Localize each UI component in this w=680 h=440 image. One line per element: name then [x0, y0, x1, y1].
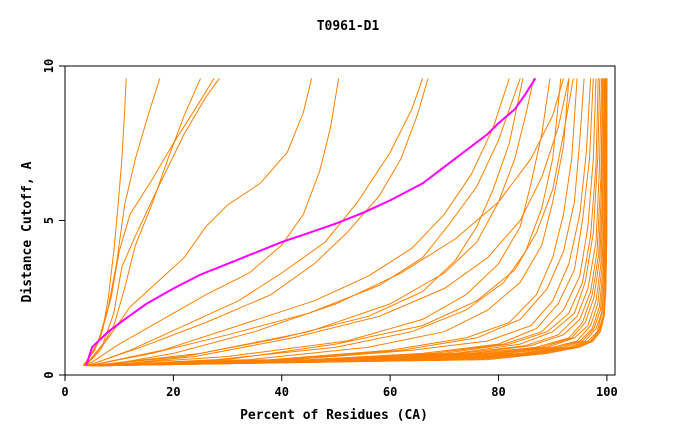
y-tick-label: 0	[42, 371, 56, 378]
highlight-series-line	[85, 77, 537, 367]
series-line-22	[94, 78, 599, 367]
x-tick-label: 80	[491, 385, 505, 399]
x-tick-label: 60	[383, 385, 397, 399]
x-tick-label: 100	[596, 385, 618, 399]
series-line-9	[87, 78, 424, 367]
y-tick-label: 5	[42, 217, 56, 224]
series-line-15	[90, 78, 562, 367]
y-axis-label: Distance Cutoff, A	[20, 161, 35, 302]
series-line-36	[102, 78, 608, 367]
series-line-20	[93, 78, 594, 367]
series-line-39	[103, 78, 574, 367]
series-line-10	[88, 78, 510, 367]
x-tick-label: 40	[275, 385, 289, 399]
series-line-7	[86, 78, 340, 367]
x-axis-label: Percent of Residues (CA)	[240, 408, 428, 423]
series-line-13	[89, 78, 535, 367]
x-axis: 0 20 40 60 80 100	[61, 375, 618, 399]
x-tick-label: 0	[61, 385, 68, 399]
series-line-38	[103, 78, 570, 367]
series-line-19	[93, 78, 592, 367]
series-line-5	[85, 78, 201, 367]
series-line-17	[92, 78, 578, 367]
series-line-37	[102, 78, 564, 367]
x-tick-label: 20	[166, 385, 180, 399]
series-line-18	[92, 78, 585, 367]
series-line-27	[97, 78, 605, 367]
series-line-14	[90, 78, 551, 367]
highlight-layer	[85, 77, 537, 367]
series-line-30	[99, 78, 607, 367]
series-line-16	[91, 78, 570, 367]
plot-frame	[64, 65, 616, 376]
series-line-25	[96, 78, 603, 367]
series-line-3	[84, 78, 215, 366]
series-line-11	[88, 78, 521, 367]
series-line-8	[87, 78, 429, 367]
y-axis: 0 5 10	[42, 59, 65, 379]
series-line-12	[89, 78, 524, 367]
series-layer	[82, 78, 608, 367]
series-line-2	[83, 78, 161, 366]
series-line-21	[94, 78, 597, 367]
series-line-29	[98, 78, 606, 367]
y-tick-label: 10	[42, 59, 56, 73]
series-line-4	[84, 78, 220, 367]
series-line-24	[95, 78, 602, 367]
series-line-31	[99, 78, 607, 367]
series-line-6	[85, 78, 313, 367]
series-line-26	[96, 78, 604, 367]
chart-title: T0961-D1	[317, 19, 380, 34]
series-line-33	[100, 78, 608, 367]
series-line-28	[98, 78, 606, 367]
